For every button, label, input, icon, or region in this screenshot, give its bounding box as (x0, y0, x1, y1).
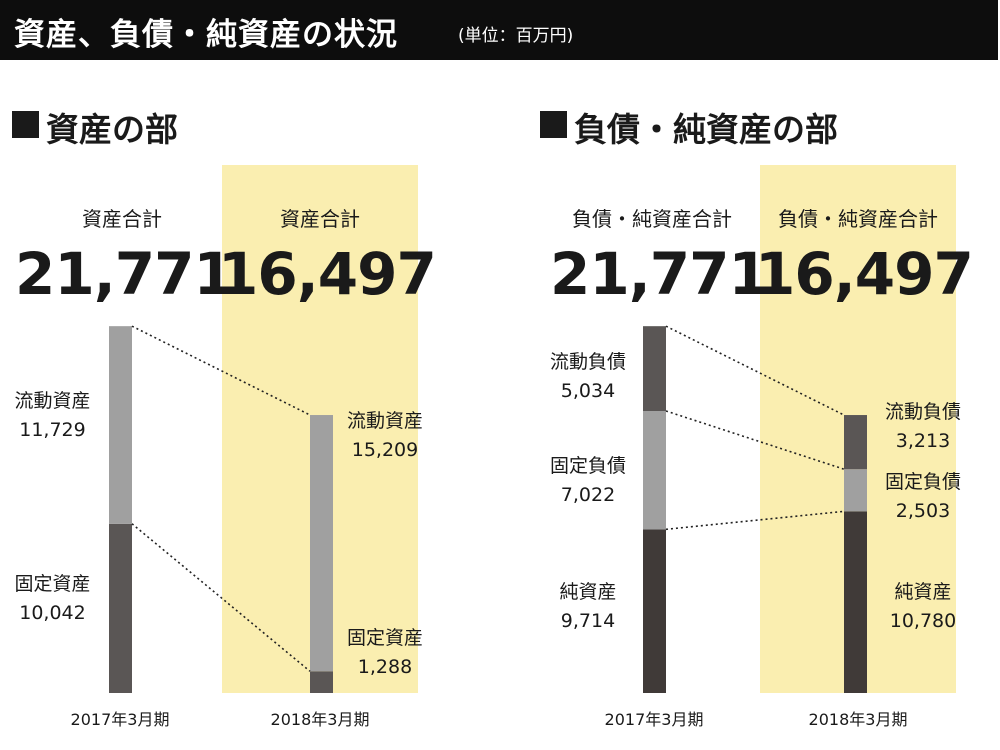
total-label-2018: 負債・純資産合計 (778, 207, 938, 231)
connector-line-1 (131, 523, 311, 672)
x-tick-2017: 2017年3月期 (604, 710, 704, 729)
series-name: 流動資産 (346, 410, 423, 432)
seg-label-2017-net: 純資産 9,714 (533, 578, 643, 636)
total-label-2017: 負債・純資産合計 (572, 207, 732, 231)
seg-label-2017-current-liab: 流動負債 5,034 (533, 348, 643, 406)
total-value-2018: 16,497 (218, 240, 437, 308)
data-label: 15,209 (351, 439, 419, 461)
bar-segment-2018-0 (844, 511, 867, 693)
seg-label-2018-net: 純資産 10,780 (868, 578, 978, 636)
seg-label-2017-fixed-liab: 固定負債 7,022 (533, 452, 643, 510)
connector-line-1 (665, 510, 845, 531)
section-marker-icon (12, 111, 39, 138)
series-name: 固定負債 (884, 471, 961, 493)
total-value-2018: 16,497 (755, 240, 974, 308)
series-name: 固定資産 (346, 627, 423, 649)
assets-panel: 資産の部 資産合計 資産合計 21,771 16,497 流動資産 11,729… (0, 110, 437, 729)
liabilities-section-title: 負債・純資産の部 (574, 110, 838, 149)
data-label: 10,042 (19, 602, 86, 624)
data-label: 7,022 (560, 484, 616, 506)
bar-segment-2017-0 (643, 529, 666, 693)
data-label: 1,288 (357, 656, 413, 678)
series-name: 純資産 (894, 581, 952, 603)
total-label-2018: 資産合計 (280, 207, 360, 231)
seg-label-2018-fixed-liab: 固定負債 2,503 (868, 468, 978, 526)
header-bar: 資産、負債・純資産の状況 (単位：百万円) (0, 0, 998, 60)
seg-label-2017-fixed: 固定資産 10,042 (0, 570, 105, 628)
data-label: 2,503 (895, 500, 951, 522)
data-label: 3,213 (895, 430, 951, 452)
connector-line-3 (665, 325, 845, 416)
bar-segment-2017-1 (109, 326, 132, 524)
bar-segment-2018-0 (310, 671, 333, 693)
data-label: 9,714 (560, 610, 616, 632)
bar-segment-2017-2 (643, 326, 666, 411)
data-label: 11,729 (19, 419, 86, 441)
total-value-2017: 21,771 (550, 240, 769, 308)
assets-section-title: 資産の部 (46, 110, 178, 149)
series-name: 固定負債 (549, 455, 626, 477)
bar-segment-2018-1 (310, 415, 333, 672)
x-tick-2018: 2018年3月期 (270, 710, 370, 729)
series-name: 流動負債 (549, 351, 626, 373)
series-name: 純資産 (559, 581, 617, 603)
seg-label-2018-current: 流動資産 15,209 (333, 407, 437, 465)
page-title: 資産、負債・純資産の状況 (14, 17, 398, 53)
bar-segment-2017-1 (643, 410, 666, 530)
series-name: 流動負債 (884, 401, 961, 423)
section-marker-icon (540, 111, 567, 138)
total-label-2017: 資産合計 (82, 207, 162, 231)
total-value-2017: 21,771 (15, 240, 234, 308)
bar-segment-2017-0 (109, 523, 132, 693)
connector-line-2 (665, 410, 845, 470)
assets-bar-chart (109, 325, 333, 693)
seg-label-2018-fixed: 固定資産 1,288 (333, 624, 437, 682)
unit-label: (単位：百万円) (458, 26, 574, 46)
bar-segment-2018-1 (844, 469, 867, 512)
seg-label-2017-current: 流動資産 11,729 (0, 387, 105, 445)
data-label: 10,780 (889, 610, 957, 632)
liabilities-panel: 負債・純資産の部 負債・純資産合計 負債・純資産合計 21,771 16,497… (500, 0, 1000, 750)
x-tick-2018: 2018年3月期 (808, 710, 908, 729)
x-tick-2017: 2017年3月期 (70, 710, 170, 729)
series-name: 流動資産 (14, 390, 91, 412)
series-name: 固定資産 (14, 573, 91, 595)
liabilities-bar-chart (643, 325, 867, 693)
bar-segment-2018-2 (844, 415, 867, 470)
connector-line-2 (131, 325, 311, 416)
seg-label-2018-current-liab: 流動負債 3,213 (868, 398, 978, 456)
data-label: 5,034 (560, 380, 616, 402)
